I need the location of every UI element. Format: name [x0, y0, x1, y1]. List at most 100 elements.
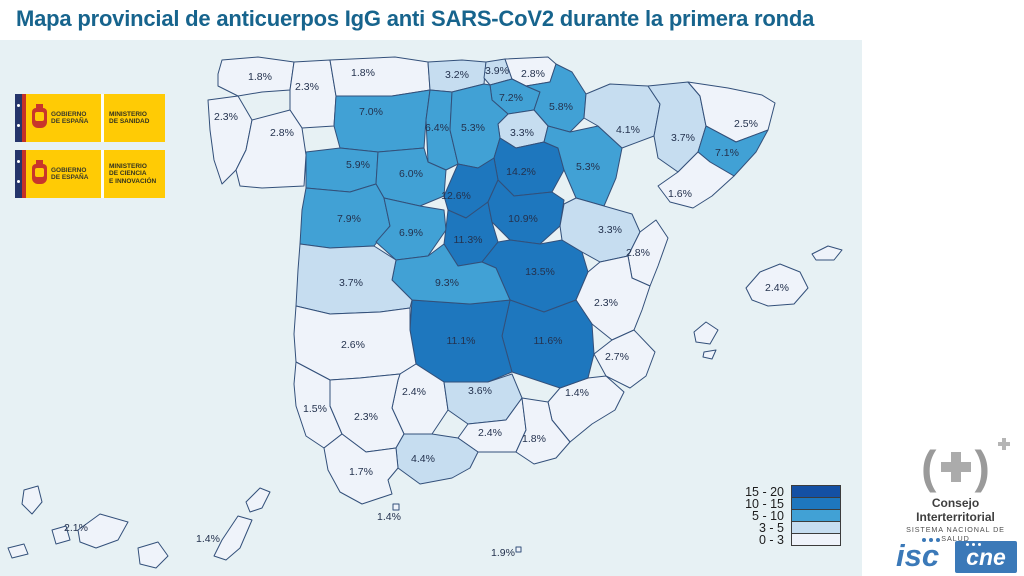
province-value-label-valladolid: 6.0%	[399, 168, 423, 180]
province-value-label-cantabria: 3.2%	[445, 69, 469, 81]
province-value-label-segovia: 12.6%	[441, 190, 471, 202]
province-value-label-sevilla: 2.3%	[354, 411, 378, 423]
province-value-label-tenerife: 2.1%	[64, 522, 88, 534]
province-las-palmas	[245, 487, 271, 513]
province-value-label-lugo: 2.3%	[295, 81, 319, 93]
legend-row-0: 15 - 20	[728, 484, 841, 499]
province-value-label-badajoz: 2.6%	[341, 339, 365, 351]
province-value-label-cadiz: 1.7%	[349, 466, 373, 478]
province-value-label-toledo: 9.3%	[435, 277, 459, 289]
logo-cne: cne	[955, 541, 1017, 573]
province-baleares	[811, 245, 843, 261]
coat-of-arms-icon	[32, 160, 47, 184]
province-value-label-palencia: 6.4%	[425, 122, 449, 134]
province-lugo	[289, 59, 337, 129]
consejo-title: Consejo Interterritorial	[916, 496, 995, 524]
province-value-label-zamora: 5.9%	[346, 159, 370, 171]
province-value-label-alava: 7.2%	[499, 92, 523, 104]
province-teruel	[559, 197, 641, 263]
province-value-label-la-rioja: 3.3%	[510, 127, 534, 139]
province-value-label-huesca: 4.1%	[616, 124, 640, 136]
coat-of-arms-icon	[32, 104, 47, 128]
consejo-subtitle: SISTEMA NACIONAL DE SALUD	[906, 525, 1005, 543]
flag-stripe	[22, 150, 26, 198]
province-value-label-leon: 7.0%	[359, 106, 383, 118]
province-tenerife	[51, 525, 71, 545]
province-value-label-valencia: 2.3%	[594, 297, 618, 309]
province-tenerife	[77, 513, 129, 549]
province-value-label-lleida: 3.7%	[671, 132, 695, 144]
gobierno-label: GOBIERNO DE ESPAÑA	[51, 167, 89, 181]
logo-consejo-interterritorial: ( ) Consejo Interterritorial SISTEMA NAC…	[893, 438, 1018, 543]
province-a-coruna	[217, 56, 295, 97]
province-baleares	[693, 321, 719, 345]
province-value-label-tarragona: 1.6%	[668, 188, 692, 200]
flag-pole	[15, 94, 22, 142]
province-value-label-castellon: 2.8%	[626, 247, 650, 259]
province-value-label-gipuzkoa: 2.8%	[521, 68, 545, 80]
province-value-label-zaragoza: 5.3%	[576, 161, 600, 173]
province-tenerife	[21, 485, 43, 515]
province-value-label-salamanca: 7.9%	[337, 213, 361, 225]
province-value-label-huelva: 1.5%	[303, 403, 327, 415]
cne-dots-icon	[966, 543, 981, 546]
province-las-palmas	[137, 541, 169, 569]
province-almeria	[515, 397, 571, 465]
province-value-label-madrid: 11.3%	[454, 234, 483, 246]
province-value-label-ciudad-real: 11.1%	[447, 335, 476, 347]
gobierno-flag-panel: GOBIERNO DE ESPAÑA	[15, 94, 101, 142]
legend-label: 3 - 5	[758, 520, 784, 535]
isciii-dots-icon	[922, 538, 940, 542]
province-value-label-pontevedra: 2.3%	[214, 111, 238, 123]
legend-swatch	[791, 533, 841, 546]
logo-isciii: isc	[896, 538, 940, 573]
page-title: Mapa provincial de anticuerpos IgG anti …	[16, 6, 815, 31]
province-value-label-burgos: 5.3%	[461, 122, 485, 134]
province-value-label-girona: 2.5%	[734, 118, 758, 130]
province-las-palmas	[213, 515, 253, 561]
province-leon	[333, 89, 431, 153]
sns-cross-icon: ( )	[893, 438, 1018, 494]
ministry-ciencia-label: MINISTERIO DE CIENCIA E INNOVACIÓN	[109, 162, 157, 185]
province-value-label-navarra: 5.8%	[549, 101, 573, 113]
province-value-label-ceuta: 1.4%	[377, 511, 401, 523]
legend-label: 15 - 20	[745, 484, 784, 499]
province-value-label-cuenca: 13.5%	[525, 266, 555, 278]
province-value-label-melilla: 1.9%	[491, 547, 515, 559]
province-value-label-malaga: 4.4%	[411, 453, 435, 465]
province-value-label-guadalajara: 10.9%	[508, 213, 538, 225]
province-value-label-jaen: 3.6%	[468, 385, 492, 397]
flag-pole	[15, 150, 22, 198]
province-value-label-las-palmas: 1.4%	[196, 533, 220, 545]
legend-row-4: 0 - 3	[728, 532, 841, 547]
logo-ministerio-ciencia: GOBIERNO DE ESPAÑA MINISTERIO DE CIENCIA…	[15, 150, 165, 198]
legend-row-3: 3 - 5	[728, 520, 841, 535]
province-cadiz	[323, 433, 399, 505]
province-tenerife	[7, 543, 29, 559]
ministry-sanidad-label: MINISTERIO DE SANIDAD	[109, 110, 150, 126]
province-value-label-a-coruna: 1.8%	[248, 71, 272, 83]
province-value-label-murcia: 1.4%	[565, 387, 589, 399]
gobierno-flag-panel: GOBIERNO DE ESPAÑA	[15, 150, 101, 198]
province-value-label-baleares: 2.4%	[765, 282, 789, 294]
province-value-label-vizcaya: 3.9%	[485, 65, 509, 77]
province-value-label-soria: 14.2%	[506, 166, 536, 178]
flag-stripe	[22, 94, 26, 142]
logo-ministerio-sanidad: GOBIERNO DE ESPAÑA MINISTERIO DE SANIDAD	[15, 94, 165, 142]
province-value-label-asturias: 1.8%	[351, 67, 375, 79]
province-baleares	[702, 349, 717, 360]
province-value-label-alicante: 2.7%	[605, 351, 629, 363]
province-ourense	[235, 109, 307, 189]
province-value-label-granada: 2.4%	[478, 427, 502, 439]
province-malaga	[395, 433, 479, 485]
gobierno-label: GOBIERNO DE ESPAÑA	[51, 111, 89, 125]
province-tarragona	[657, 151, 735, 209]
legend-label: 10 - 15	[745, 496, 784, 511]
province-value-label-barcelona: 7.1%	[715, 147, 739, 159]
province-baleares	[745, 263, 809, 307]
province-value-label-albacete: 11.6%	[534, 335, 563, 347]
legend-label: 0 - 3	[758, 532, 784, 547]
province-melilla	[515, 546, 522, 553]
